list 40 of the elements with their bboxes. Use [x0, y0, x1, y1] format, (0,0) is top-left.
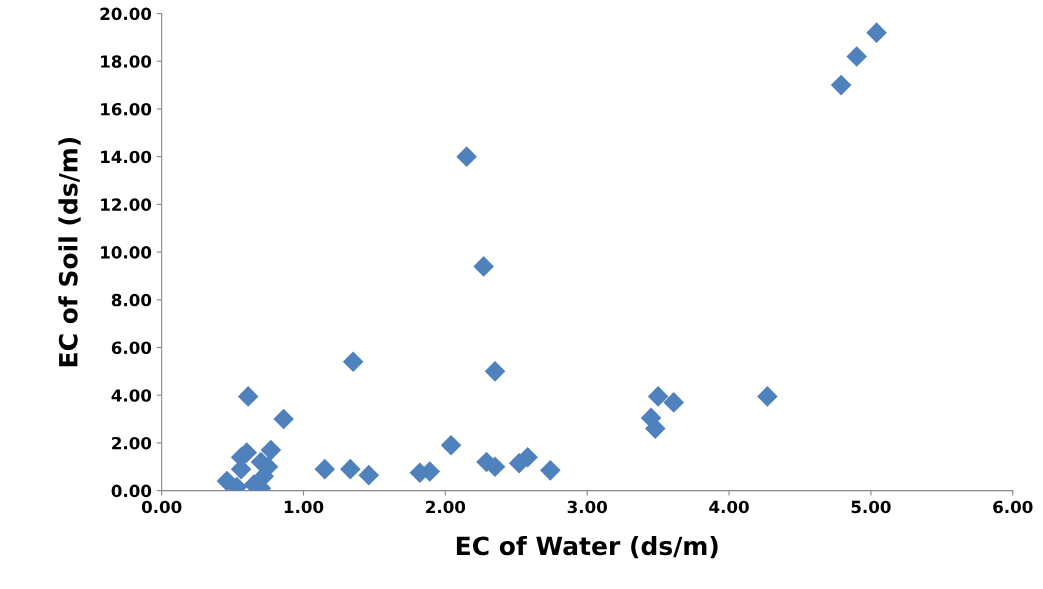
y-axis-title: EC of Soil (ds/m) [58, 137, 81, 367]
point [846, 46, 868, 67]
y-tick-label: 0.00 [111, 484, 152, 498]
x-axis-title: EC of Water (ds/m) [456, 535, 718, 559]
point [440, 435, 462, 456]
point [456, 146, 477, 167]
x-tick-label: 0.00 [141, 500, 182, 514]
point [484, 361, 506, 382]
point [314, 458, 336, 480]
point [340, 458, 361, 480]
point [866, 22, 887, 43]
y-tick-label: 14.00 [101, 150, 152, 164]
point [342, 351, 364, 373]
y-tick-label: 4.00 [111, 389, 152, 402]
x-tick-label: 4.00 [709, 500, 749, 514]
point [473, 256, 494, 277]
point [260, 439, 282, 461]
y-tick-label: 12.00 [101, 198, 152, 211]
point [647, 386, 669, 407]
point [645, 418, 666, 439]
point [540, 460, 561, 481]
point [663, 392, 685, 413]
point [830, 74, 852, 96]
x-tick-label: 3.00 [567, 500, 607, 514]
x-tick-label: 6.00 [993, 500, 1033, 514]
point [517, 446, 538, 468]
y-tick-label: 10.00 [101, 246, 152, 259]
point [237, 386, 259, 407]
point [273, 408, 294, 430]
y-tick-label: 8.00 [111, 293, 152, 307]
point [757, 386, 778, 407]
point [358, 464, 380, 486]
y-tick-label: 16.00 [101, 102, 152, 116]
y-tick-label: 2.00 [112, 436, 152, 450]
y-tick-label: 20.00 [100, 7, 152, 21]
y-tick-label: 18.00 [101, 55, 152, 68]
x-tick-label: 2.00 [426, 500, 466, 514]
x-tick-label: 1.00 [284, 500, 324, 514]
y-tick-label: 6.00 [111, 341, 152, 355]
x-tick-label: 5.00 [851, 500, 891, 514]
